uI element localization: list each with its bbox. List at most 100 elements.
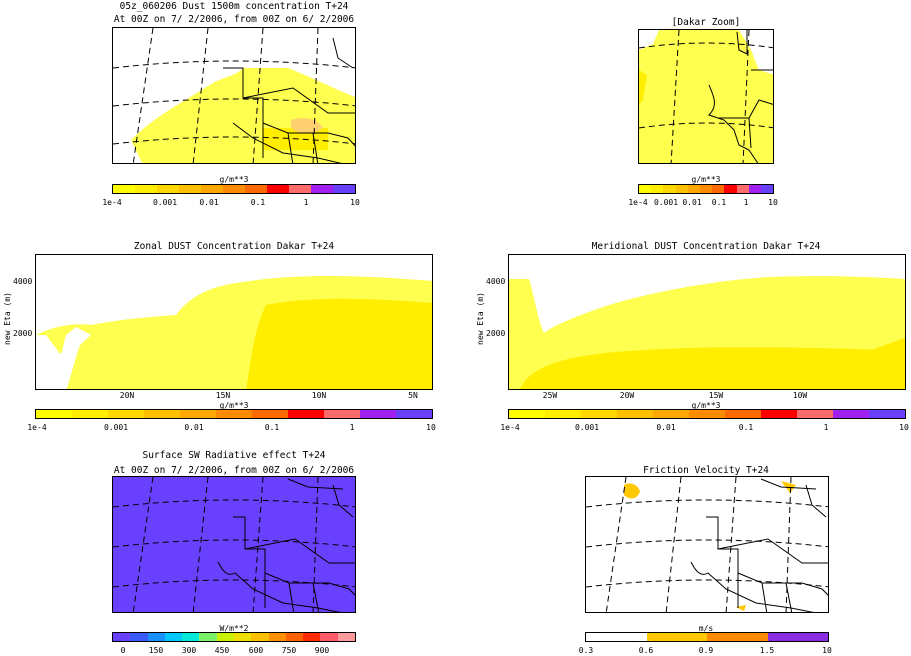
dust-map-title: 05z_060206 Dust 1500m concentration T+24 — [119, 1, 349, 12]
tick-label: 1 — [743, 198, 749, 207]
dust-map-colorbar — [112, 184, 356, 194]
colorbar-segment — [324, 410, 360, 418]
tick-label: 1.5 — [759, 646, 775, 655]
dust-map-subtitle: At 00Z on 7/ 2/2006, from 00Z on 6/ 2/20… — [113, 14, 355, 25]
colorbar-segment — [288, 410, 324, 418]
colorbar-segment — [36, 410, 72, 418]
tick-label: 15N — [215, 391, 231, 400]
colorbar-segment — [699, 185, 713, 193]
tick-label: 20N — [119, 391, 135, 400]
dust-map-colorbar-unit: g/m**3 — [219, 175, 249, 184]
tick-label: 0.01 — [184, 423, 204, 432]
meridional-colorbar — [508, 409, 906, 419]
tick-label: 300 — [181, 646, 197, 655]
tick-label: 10 — [350, 198, 360, 207]
tick-label: 10 — [899, 423, 909, 432]
colorbar-segment — [199, 633, 217, 641]
colorbar-segment — [144, 410, 180, 418]
colorbar-segment — [617, 410, 653, 418]
tick-label: 10 — [768, 198, 778, 207]
sw-colorbar-unit: W/m**2 — [219, 624, 249, 633]
meridional-ytick-4000: 4000 — [486, 277, 506, 286]
sw-subtitle: At 00Z on 7/ 2/2006, from 00Z on 6/ 2/20… — [113, 465, 355, 476]
colorbar-segment — [651, 185, 664, 193]
tick-label: 25W — [542, 391, 558, 400]
colorbar-segment — [663, 185, 676, 193]
colorbar-segment — [333, 185, 355, 193]
tick-label: 1e-4 — [27, 423, 47, 432]
ustar-map-panel — [585, 476, 829, 613]
tick-label: 1e-4 — [102, 198, 122, 207]
meridional-panel — [508, 254, 906, 390]
colorbar-segment — [724, 185, 737, 193]
meridional-colorbar-unit: g/m**3 — [691, 401, 721, 410]
colorbar-segment — [360, 410, 396, 418]
dakar-zoom-colorbar-unit: g/m**3 — [691, 175, 721, 184]
tick-label: 0.01 — [656, 423, 676, 432]
colorbar-segment — [675, 185, 688, 193]
ustar-title: Friction Velocity T+24 — [643, 465, 769, 476]
zonal-ytick-4000: 4000 — [13, 277, 33, 286]
colorbar-segment — [251, 633, 269, 641]
colorbar-segment — [712, 185, 725, 193]
tick-label: 0.1 — [264, 423, 280, 432]
tick-label: 450 — [214, 646, 230, 655]
colorbar-segment — [761, 410, 797, 418]
colorbar-segment — [586, 633, 647, 641]
colorbar-segment — [201, 185, 223, 193]
colorbar-segment — [268, 633, 286, 641]
dakar-zoom-panel — [638, 29, 774, 164]
tick-label: 1 — [823, 423, 829, 432]
colorbar-segment — [320, 633, 338, 641]
colorbar-segment — [725, 410, 761, 418]
zonal-title: Zonal DUST Concentration Dakar T+24 — [133, 241, 335, 252]
colorbar-segment — [581, 410, 617, 418]
tick-label: 0.1 — [738, 423, 754, 432]
tick-label: 0 — [120, 646, 126, 655]
colorbar-segment — [72, 410, 108, 418]
colorbar-segment — [147, 633, 165, 641]
colorbar-segment — [687, 185, 700, 193]
colorbar-segment — [833, 410, 869, 418]
meridional-ytick-2000: 2000 — [486, 329, 506, 338]
tick-label: 1 — [349, 423, 355, 432]
colorbar-segment — [245, 185, 267, 193]
tick-label: 10N — [311, 391, 327, 400]
colorbar-segment — [164, 633, 183, 641]
tick-label: 0.3 — [578, 646, 594, 655]
colorbar-segment — [396, 410, 432, 418]
tick-label: 750 — [281, 646, 297, 655]
colorbar-segment — [285, 633, 304, 641]
colorbar-segment — [707, 633, 768, 641]
tick-label: 10 — [426, 423, 436, 432]
tick-label: 0.1 — [711, 198, 727, 207]
ustar-colorbar-unit: m/s — [698, 624, 714, 633]
ustar-colorbar — [585, 632, 829, 642]
colorbar-segment — [509, 410, 545, 418]
colorbar-segment — [130, 633, 148, 641]
colorbar-segment — [797, 410, 833, 418]
colorbar-segment — [113, 185, 135, 193]
tick-label: 0.01 — [199, 198, 219, 207]
colorbar-segment — [180, 410, 216, 418]
tick-label: 15W — [708, 391, 724, 400]
colorbar-segment — [303, 633, 321, 641]
colorbar-segment — [216, 633, 234, 641]
colorbar-segment — [736, 185, 749, 193]
colorbar-segment — [157, 185, 179, 193]
zonal-ytick-2000: 2000 — [13, 329, 33, 338]
colorbar-segment — [267, 185, 289, 193]
sw-colorbar — [112, 632, 356, 642]
tick-label: 1 — [303, 198, 309, 207]
colorbar-segment — [869, 410, 905, 418]
tick-label: 150 — [148, 646, 164, 655]
colorbar-segment — [337, 633, 355, 641]
colorbar-segment — [216, 410, 252, 418]
colorbar-segment — [113, 633, 131, 641]
zonal-colorbar — [35, 409, 433, 419]
colorbar-segment — [760, 185, 774, 193]
colorbar-segment — [646, 633, 707, 641]
dakar-zoom-colorbar — [638, 184, 774, 194]
tick-label: 0.001 — [574, 423, 600, 432]
meridional-ylabel: new Eta (m) — [476, 292, 485, 345]
